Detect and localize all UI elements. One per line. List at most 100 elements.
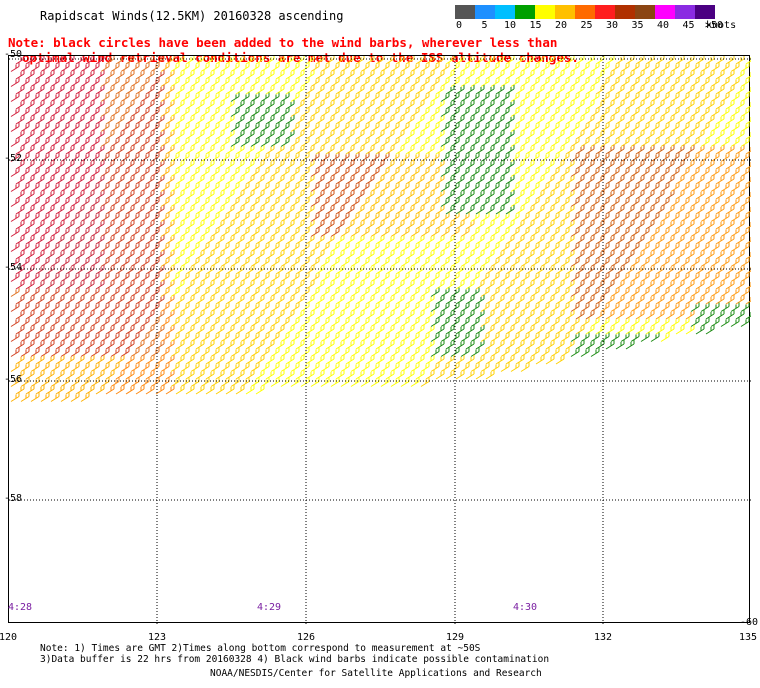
wind-barb — [270, 332, 280, 342]
wind-barb — [195, 250, 205, 260]
colorbar-segment — [615, 5, 635, 19]
wind-barb — [220, 317, 230, 327]
wind-barb — [380, 212, 390, 222]
wind-barb — [455, 295, 465, 305]
wind-barb — [560, 107, 570, 117]
wind-barb — [610, 287, 620, 297]
wind-barb — [480, 272, 490, 282]
wind-barb — [375, 220, 385, 230]
wind-barb — [290, 152, 300, 162]
wind-barb — [75, 310, 85, 320]
wind-barb — [230, 62, 240, 72]
wind-barb — [165, 56, 175, 65]
wind-barb — [620, 302, 630, 312]
wind-barb — [315, 205, 325, 215]
wind-barb — [475, 85, 485, 95]
wind-barb — [285, 220, 295, 230]
wind-barb — [495, 355, 505, 365]
wind-barb — [245, 130, 255, 140]
wind-barb — [685, 295, 695, 305]
wind-barb — [515, 100, 525, 110]
wind-barb — [705, 205, 715, 215]
wind-barb — [670, 62, 680, 72]
wind-barb — [290, 302, 300, 312]
wind-barb — [625, 205, 635, 215]
wind-barb — [520, 167, 530, 177]
wind-barb — [110, 92, 120, 102]
wind-barb — [615, 205, 625, 215]
wind-barb — [370, 242, 380, 252]
wind-barb — [370, 212, 380, 222]
wind-barb — [560, 197, 570, 207]
wind-barb — [225, 310, 235, 320]
wind-barb — [140, 287, 150, 297]
wind-barb — [665, 160, 675, 170]
wind-barb — [260, 137, 270, 147]
wind-barb — [155, 265, 165, 275]
wind-barb — [215, 280, 225, 290]
wind-barb — [220, 152, 230, 162]
wind-barb — [55, 175, 65, 185]
wind-barb — [305, 235, 315, 245]
wind-barb — [85, 56, 95, 65]
wind-barb — [200, 332, 210, 342]
wind-barb — [745, 312, 751, 320]
wind-barb — [250, 227, 260, 237]
wind-barb — [650, 92, 660, 102]
wind-barb — [375, 70, 385, 80]
wind-barb — [530, 242, 540, 252]
wind-barb — [610, 122, 620, 132]
wind-barb — [335, 205, 345, 215]
wind-barb — [400, 362, 410, 372]
wind-barb — [90, 227, 100, 237]
wind-barb — [260, 152, 270, 162]
wind-barb — [460, 347, 470, 357]
wind-barb — [740, 197, 750, 207]
wind-barb — [635, 235, 645, 245]
wind-barb — [215, 190, 225, 200]
wind-barb — [510, 332, 520, 342]
wind-barb — [40, 317, 50, 327]
wind-barb — [295, 355, 305, 365]
wind-barb — [650, 302, 660, 312]
wind-barb — [30, 377, 40, 387]
wind-barb — [440, 137, 450, 147]
wind-barb — [80, 122, 90, 132]
wind-barb — [710, 242, 720, 252]
wind-barb — [25, 70, 35, 80]
wind-barb — [310, 377, 320, 387]
wind-barb — [265, 190, 275, 200]
wind-barb — [255, 355, 265, 365]
wind-barb — [20, 302, 30, 312]
wind-barb — [460, 227, 470, 237]
wind-barb — [710, 122, 720, 132]
wind-barb — [665, 280, 675, 290]
wind-barb — [685, 235, 695, 245]
wind-barb — [535, 115, 545, 125]
wind-barb — [685, 70, 695, 80]
wind-barb — [495, 280, 505, 290]
wind-barb — [630, 62, 640, 72]
wind-barb — [455, 100, 465, 110]
wind-barb — [380, 77, 390, 87]
wind-barb — [340, 302, 350, 312]
wind-barb — [675, 235, 685, 245]
wind-barb — [705, 130, 715, 140]
wind-barb — [475, 340, 485, 350]
wind-barb — [200, 152, 210, 162]
wind-barb — [180, 197, 190, 207]
wind-barb — [440, 122, 450, 132]
wind-barb — [700, 302, 710, 312]
wind-barb — [745, 162, 751, 170]
wind-barb — [365, 325, 375, 335]
wind-barb — [115, 115, 125, 125]
wind-barb — [270, 272, 280, 282]
wind-barb — [405, 190, 415, 200]
colorbar-label: 25 — [580, 20, 593, 31]
wind-barb — [120, 377, 130, 387]
wind-barb — [735, 310, 745, 320]
wind-barb — [470, 257, 480, 267]
wind-barb — [540, 287, 550, 297]
wind-barb — [585, 340, 595, 350]
wind-barb — [655, 310, 665, 320]
